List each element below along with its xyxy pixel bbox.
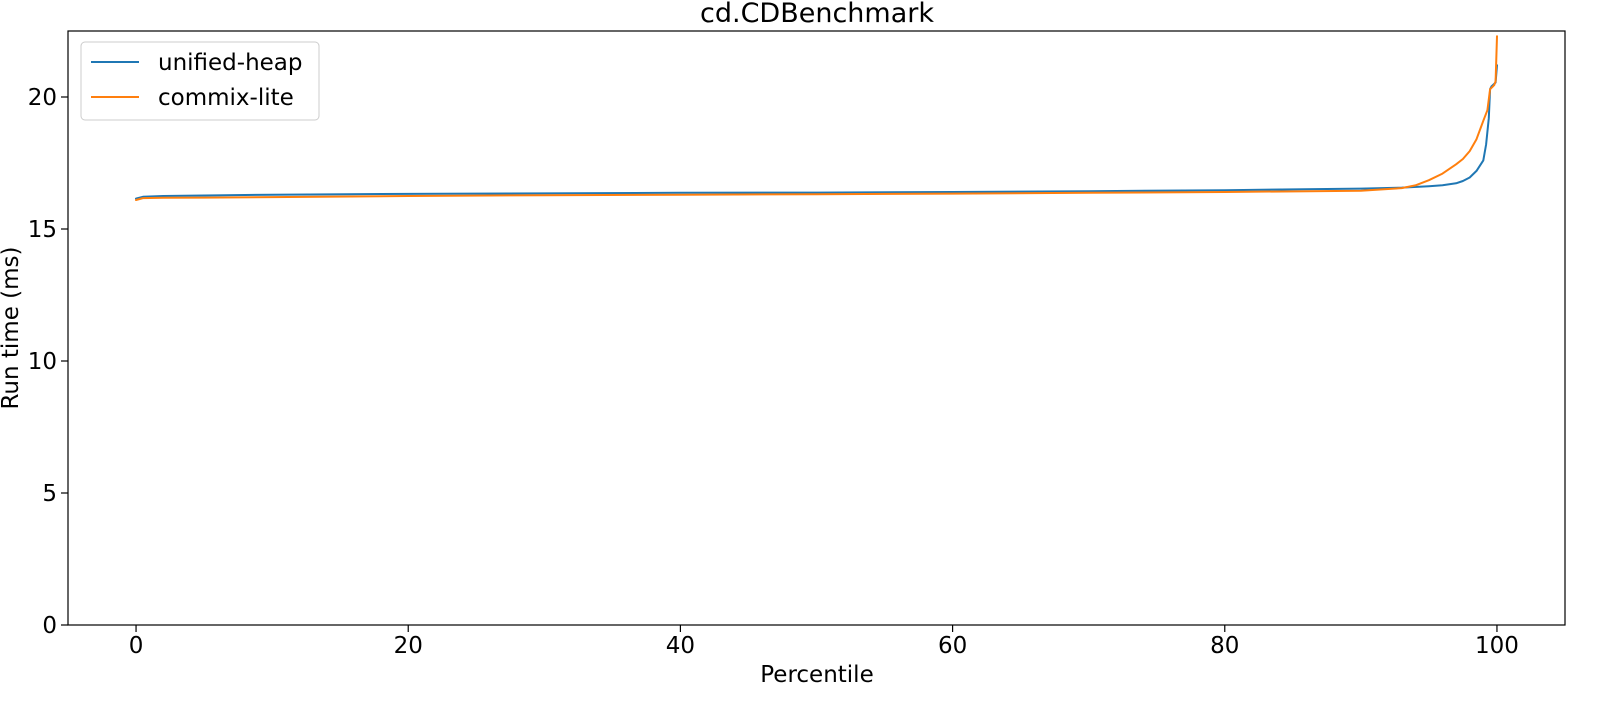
x-tick-label: 0	[129, 633, 144, 659]
y-tick-label: 0	[42, 613, 57, 639]
x-tick-label: 60	[938, 633, 967, 659]
y-axis: 0 5 10 15 20	[28, 85, 68, 639]
x-tick-label: 100	[1475, 633, 1519, 659]
plot-frame	[67, 30, 1566, 626]
legend-frame	[80, 41, 320, 121]
series-layer	[135, 35, 1498, 201]
x-axis: 0 20 40 60 80 100	[129, 625, 1519, 659]
series-line-unified-heap	[135, 64, 1498, 200]
x-tick-label: 20	[394, 633, 423, 659]
x-tick-label: 40	[666, 633, 695, 659]
series-line-commix-lite	[135, 35, 1498, 201]
y-tick-label: 15	[28, 217, 57, 243]
legend-label-commix-lite: commix-lite	[158, 85, 294, 111]
y-axis-label: Run time (ms)	[0, 246, 24, 409]
y-tick-label: 10	[28, 349, 57, 375]
legend-label-unified-heap: unified-heap	[158, 50, 303, 76]
x-axis-label: Percentile	[760, 662, 873, 688]
x-tick-label: 80	[1210, 633, 1239, 659]
legend: unified-heap commix-lite	[80, 41, 320, 121]
chart-title: cd.CDBenchmark	[700, 0, 934, 29]
y-tick-label: 20	[28, 85, 57, 111]
y-tick-label: 5	[42, 481, 57, 507]
plot-area	[67, 30, 1566, 626]
